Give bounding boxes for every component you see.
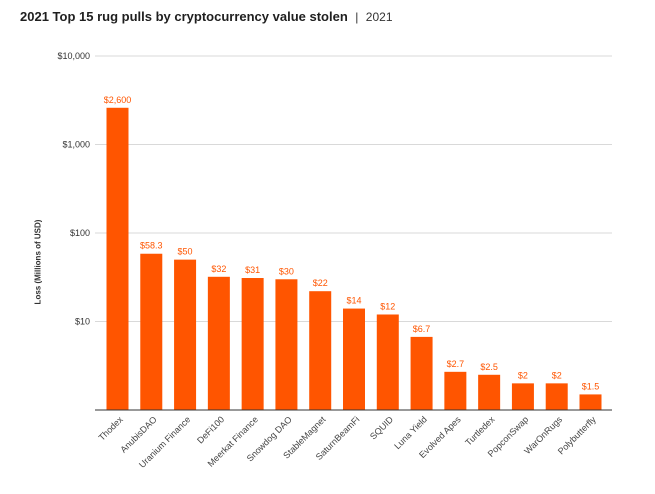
data-label: $58.3 [140,241,163,251]
bar [343,308,365,410]
data-label: $1.5 [582,381,600,391]
y-tick-label: $1,000 [62,140,90,150]
bar [376,314,399,410]
data-labels: $2,600 $58.3 $50 $32 $31 $30 $22 $14 $12 $6.7 $2.7… [104,95,600,392]
x-tick-label: SQUID [368,414,396,442]
data-label: $2 [518,370,528,380]
data-label: $32 [211,264,226,274]
bar [579,394,602,410]
data-label: $2.7 [447,359,465,369]
bar [444,371,467,410]
data-label: $14 [346,296,361,306]
bars [106,107,602,411]
bar [410,336,433,410]
data-label: $22 [313,278,328,288]
data-label: $12 [380,301,395,311]
bar [511,383,534,410]
x-tick-label: Turtledex [463,414,497,448]
chart-title: 2021 Top 15 rug pulls by cryptocurrency … [20,9,348,24]
data-label: $31 [245,265,260,275]
y-tick-label: $100 [70,228,90,238]
bar [545,383,568,410]
y-axis-ticks: $10 $100 $1,000 $10,000 [57,51,90,327]
x-tick-label: DeFi100 [195,414,226,445]
bar [275,279,298,410]
data-label: $50 [178,247,193,257]
data-label: $6.7 [413,324,431,334]
y-tick-label: $10,000 [57,51,90,61]
gridlines [95,55,612,322]
title-separator: | [355,10,359,24]
bar [241,278,264,410]
chart-subtitle: 2021 [365,10,393,24]
data-label: $30 [279,266,294,276]
data-label: $2.5 [480,362,498,372]
x-tick-label: Thodex [97,414,126,443]
bar [207,276,230,410]
bar [106,107,129,411]
data-label: $2 [552,370,562,380]
data-label: $2,600 [104,95,132,105]
y-tick-label: $10 [75,317,90,327]
bar [478,374,501,410]
bar [140,253,163,410]
chart-title-block: 2021 Top 15 rug pulls by cryptocurrency … [20,8,393,26]
bar [309,291,332,410]
bar [174,259,197,410]
